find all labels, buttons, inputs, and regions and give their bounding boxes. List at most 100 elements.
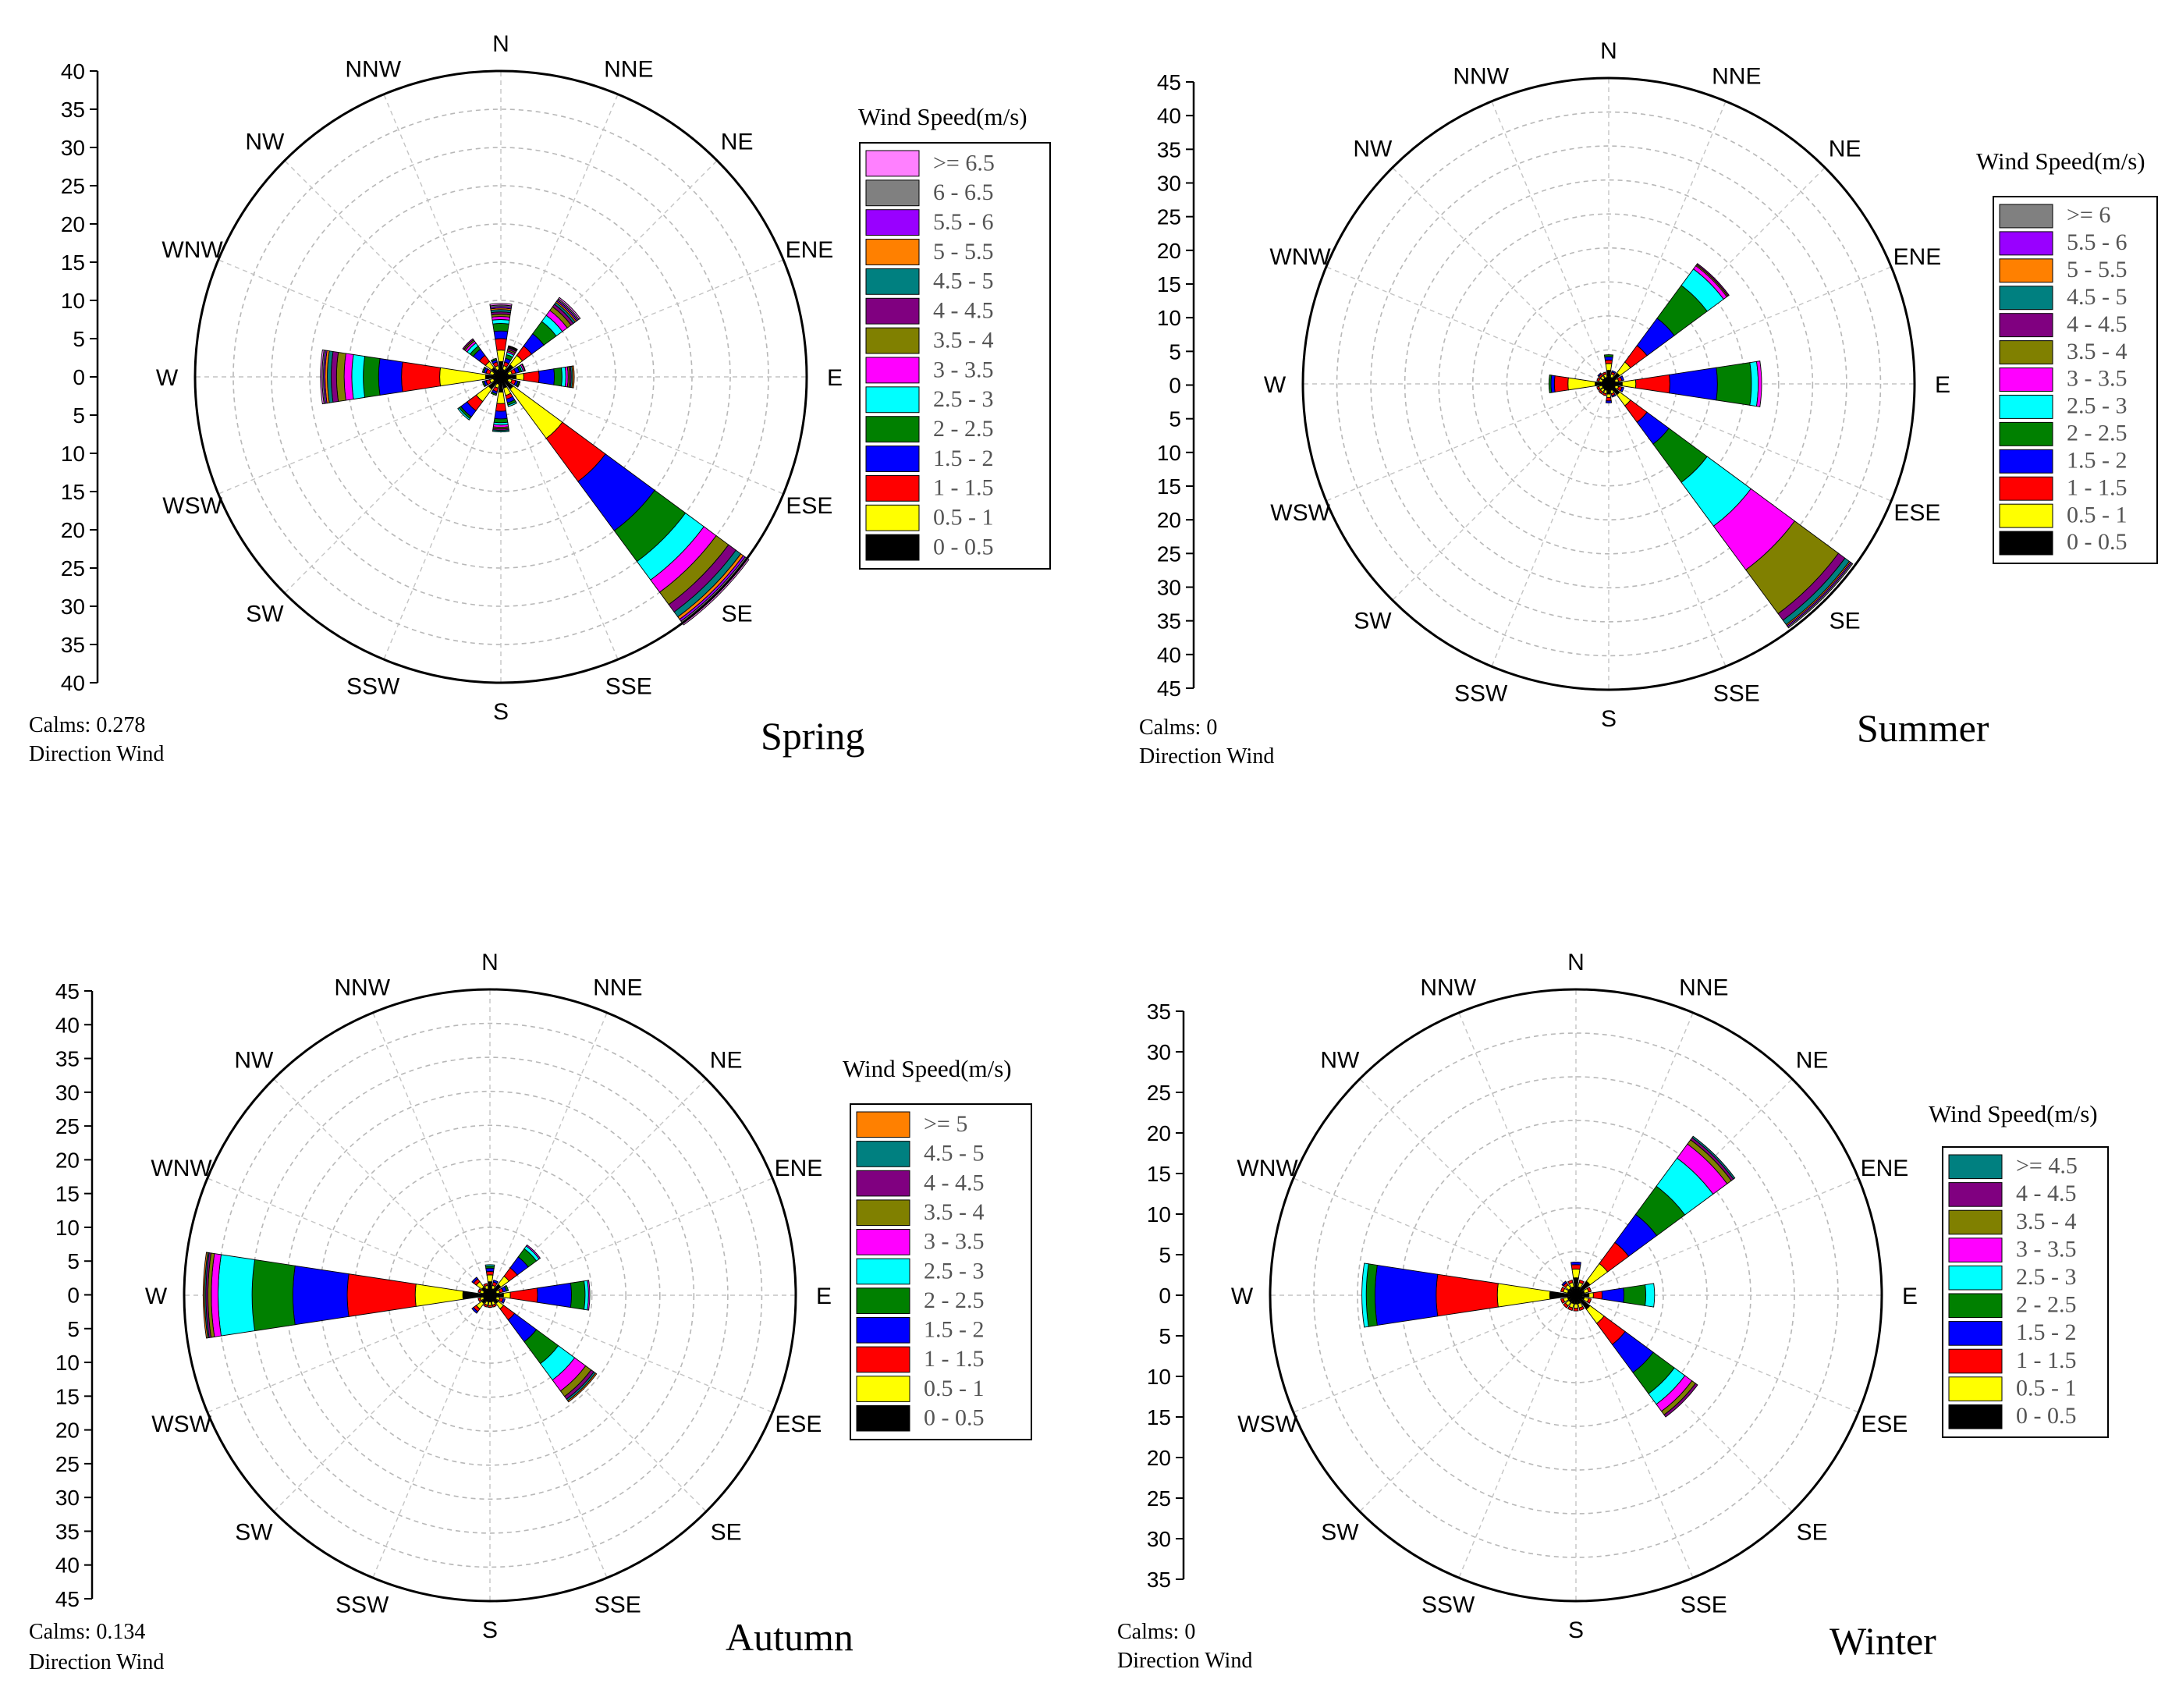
windrose-spring: N NNE NE ENE E ESE SE SSE S SSW SW WSW W WNW NW NNW 40 35… (29, 31, 1051, 766)
petal-NNE-11 (508, 345, 518, 351)
petal-ESE-3 (501, 1298, 506, 1304)
legend-entry: 1.5 - 2 (2016, 1319, 2077, 1345)
legend-swatch (1999, 449, 2053, 474)
direction-label-N: N (1567, 950, 1585, 975)
direction-label-N: N (481, 950, 499, 975)
direction-label-WSW: WSW (1270, 500, 1330, 526)
direction-label-NNE: NNE (1679, 975, 1728, 1001)
axis-tick-label: 20 (1157, 508, 1181, 532)
legend-swatch (1999, 421, 2053, 446)
direction-label-SSW: SSW (1421, 1592, 1475, 1617)
axis-tick-label: 15 (61, 480, 85, 504)
axis-tick-label: 5 (73, 403, 85, 428)
axis-tick-label: 30 (55, 1486, 80, 1510)
petal-S-2 (488, 1305, 492, 1309)
petal-N-2 (495, 338, 507, 351)
petal-N-4 (492, 322, 509, 332)
petal-WSW-2 (477, 1297, 482, 1302)
legend-entry: 3.5 - 4 (2067, 339, 2128, 364)
petal-NE-13 (558, 297, 581, 320)
petal-NW-3 (471, 1277, 479, 1284)
direction-label-S: S (1568, 1617, 1584, 1643)
petal-W-2 (1436, 1273, 1499, 1317)
grid-ring (1370, 145, 1847, 623)
petal-W-3 (1374, 1264, 1439, 1326)
axis-tick-label: 25 (1147, 1486, 1171, 1511)
axis-tick-label: 5 (67, 1317, 80, 1341)
direction-label-WSW: WSW (151, 1411, 211, 1437)
direction-label-W: W (1231, 1284, 1254, 1309)
grid-spoke (1326, 266, 1609, 385)
petal-ENE-4 (504, 1284, 509, 1292)
legend-entry: 2.5 - 3 (924, 1258, 985, 1284)
legend-swatch (865, 239, 920, 265)
legend: Wind Speed(m/s) >= 4.54 - 4.5 3.5 - 43 - 3… (1929, 1100, 2109, 1438)
direction-wind-label: Direction Wind (29, 742, 164, 766)
direction-label-N: N (492, 31, 509, 57)
direction-label-SSW: SSW (346, 673, 400, 699)
axis-tick-label: 35 (55, 1047, 80, 1071)
direction-label-SE: SE (1797, 1520, 1828, 1546)
petal-ENE-2 (1586, 1286, 1592, 1293)
legend-entry: 4 - 4.5 (924, 1170, 985, 1195)
petal-E-1 (1621, 379, 1637, 389)
direction-label-E: E (827, 365, 843, 391)
legend-swatch (1999, 231, 2053, 256)
direction-label-NNW: NNW (1420, 975, 1476, 1001)
direction-wind-label: Direction Wind (1117, 1649, 1252, 1673)
petal-NNW-2 (1602, 371, 1607, 376)
legend-entry: 3 - 3.5 (933, 357, 994, 382)
axis-tick-label: 5 (1169, 339, 1181, 364)
windrose-summer: N NNE NE ENE E ESE SE SSE S SSW SW WSW W WNW NW NNW 45 40… (1139, 38, 2158, 769)
legend-entry: 1 - 1.5 (2016, 1348, 2077, 1373)
direction-label-SSE: SSE (594, 1592, 641, 1617)
petal-S-3 (494, 410, 508, 420)
legend-entry: 1.5 - 2 (2067, 447, 2128, 473)
legend-entry: 5.5 - 6 (2067, 229, 2128, 255)
direction-label-WNW: WNW (1237, 1156, 1298, 1181)
axis-tick-label: 10 (61, 442, 85, 466)
legend-title: Wind Speed(m/s) (843, 1055, 1012, 1082)
direction-label-SSW: SSW (1454, 680, 1508, 706)
direction-label-S: S (482, 1617, 498, 1643)
axis-tick-label: 30 (61, 136, 85, 160)
direction-label-NW: NW (234, 1047, 274, 1073)
legend-entry: >= 6 (2067, 202, 2110, 228)
petal-W-1 (414, 1284, 464, 1307)
petal-N-2 (1604, 360, 1613, 364)
legend-swatch (1999, 394, 2053, 419)
legend-swatch (1948, 1348, 2003, 1374)
direction-label-SSE: SSE (1713, 680, 1760, 706)
petal-N-3 (493, 330, 509, 340)
legend-entry: 1 - 1.5 (2067, 474, 2128, 500)
petal-E-1 (1588, 1292, 1594, 1298)
legend-swatch (1948, 1182, 2003, 1207)
petal-NNE-3 (1611, 370, 1617, 375)
petal-S-3 (1605, 400, 1613, 403)
petal-S-9 (492, 429, 510, 433)
direction-label-WNW: WNW (1269, 244, 1331, 270)
windrose-winter: N NNE NE ENE E ESE SE SSE S SSW SW WSW W WNW NW NNW 35 30… (1117, 950, 2109, 1673)
grid-spoke (1608, 101, 1727, 385)
grid-spoke (489, 1294, 773, 1413)
legend-entry: >= 6.5 (933, 150, 995, 176)
legend-swatch (865, 446, 920, 472)
petal-N-5 (484, 1264, 495, 1267)
petal-S-4 (493, 417, 509, 424)
legend-entry: 0.5 - 1 (933, 505, 994, 531)
direction-label-E: E (816, 1284, 832, 1309)
petal-W-3 (378, 358, 403, 396)
petal-NW-3 (1597, 372, 1602, 378)
legend-swatch (1999, 286, 2053, 311)
legend-swatch (1999, 368, 2053, 392)
legend-swatch (865, 327, 920, 354)
axis-tick-label: 20 (55, 1148, 80, 1172)
petal-NE-9 (1691, 1135, 1736, 1180)
petal-E-2 (1592, 1291, 1603, 1300)
axis-tick-label: 45 (55, 1587, 80, 1611)
axis-tick-label: 25 (1147, 1081, 1171, 1105)
petal-N-2 (1570, 1264, 1581, 1270)
legend-entry: 2 - 2.5 (2067, 421, 2128, 446)
petal-N-1 (496, 350, 506, 363)
